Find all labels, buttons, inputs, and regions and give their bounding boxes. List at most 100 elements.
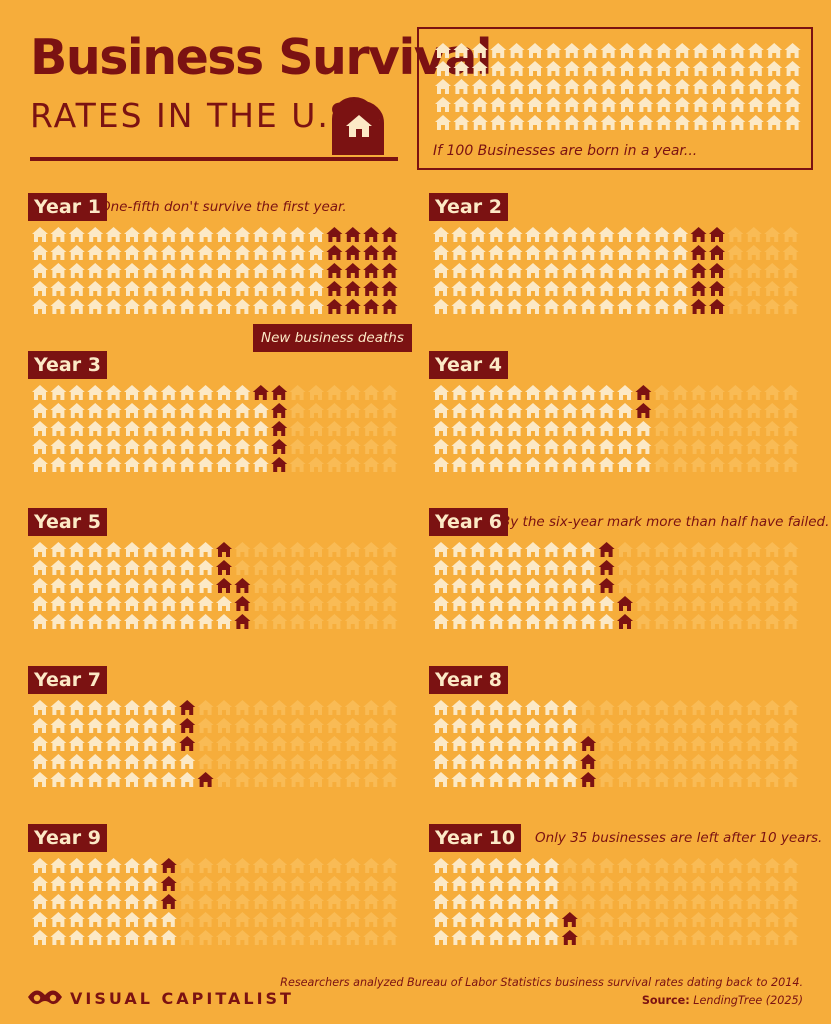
year-failed-house-icon (234, 930, 251, 945)
year-survivor-house-icon (50, 930, 67, 945)
year-failed-house-icon (308, 542, 324, 557)
year-new-death-house-icon (635, 403, 652, 418)
year-survivor-house-icon (87, 227, 104, 242)
year-survivor-house-icon (580, 263, 597, 278)
year-failed-house-icon (672, 772, 689, 787)
year-survivor-house-icon (32, 912, 48, 927)
year-survivor-house-icon (105, 457, 122, 472)
year-failed-house-icon (326, 596, 343, 611)
year-survivor-house-icon (580, 281, 597, 296)
year-survivor-house-icon (160, 403, 177, 418)
year-survivor-house-icon (543, 403, 560, 418)
year-new-death-house-icon (179, 736, 196, 751)
year-survivor-house-icon (525, 718, 541, 733)
year-failed-house-icon (252, 700, 269, 715)
year-failed-house-icon (234, 894, 251, 909)
year-failed-house-icon (709, 457, 725, 472)
year-failed-house-icon (308, 736, 324, 751)
intro-caption: If 100 Businesses are born in a year... (433, 143, 698, 159)
year-failed-house-icon (727, 736, 744, 751)
year-failed-house-icon (308, 718, 324, 733)
intro-survivor-house-icon (508, 43, 525, 58)
year-failed-house-icon (308, 700, 324, 715)
year-failed-house-icon (308, 421, 324, 436)
year-new-death-house-icon (216, 560, 232, 575)
year-failed-house-icon (234, 560, 251, 575)
year-survivor-house-icon (433, 578, 449, 593)
year-survivor-house-icon (488, 894, 505, 909)
year-failed-house-icon (326, 700, 343, 715)
year-survivor-house-icon (216, 227, 232, 242)
year-new-death-house-icon (363, 227, 380, 242)
year-survivor-house-icon (506, 227, 523, 242)
intro-survivor-house-icon (490, 61, 507, 76)
year-survivor-house-icon (32, 578, 48, 593)
year-survivor-house-icon (216, 614, 232, 629)
storefront-house-icon (332, 97, 384, 155)
year-survivor-house-icon (160, 263, 177, 278)
year-survivor-house-icon (598, 263, 615, 278)
year-failed-house-icon (672, 614, 689, 629)
year-failed-house-icon (326, 930, 343, 945)
year-failed-house-icon (745, 578, 762, 593)
year-survivor-house-icon (561, 560, 578, 575)
intro-survivor-house-icon (729, 97, 746, 112)
year-failed-house-icon (617, 754, 633, 769)
year-survivor-house-icon (50, 245, 67, 260)
year-survivor-house-icon (216, 457, 232, 472)
year-survivor-house-icon (105, 245, 122, 260)
year-failed-house-icon (381, 912, 398, 927)
year-survivor-house-icon (598, 457, 615, 472)
year-survivor-house-icon (598, 299, 615, 314)
year-survivor-house-icon (68, 245, 85, 260)
year-failed-house-icon (598, 894, 615, 909)
year-failed-house-icon (289, 912, 306, 927)
year-survivor-house-icon (197, 403, 214, 418)
year-failed-house-icon (617, 894, 633, 909)
year-survivor-house-icon (252, 299, 269, 314)
year-survivor-house-icon (580, 421, 597, 436)
year-failed-house-icon (690, 772, 707, 787)
year-failed-house-icon (690, 439, 707, 454)
year-failed-house-icon (363, 560, 380, 575)
year-failed-house-icon (635, 912, 652, 927)
year-failed-house-icon (580, 718, 597, 733)
year-failed-house-icon (289, 560, 306, 575)
year-survivor-house-icon (124, 614, 140, 629)
year-failed-house-icon (216, 912, 232, 927)
year-new-death-house-icon (216, 578, 232, 593)
year-survivor-house-icon (32, 245, 48, 260)
year-survivor-house-icon (433, 560, 449, 575)
year-survivor-house-icon (160, 700, 177, 715)
year-survivor-house-icon (561, 421, 578, 436)
year-label: Year 3 (28, 351, 107, 379)
year-survivor-house-icon (635, 281, 652, 296)
year-survivor-house-icon (179, 457, 196, 472)
year-survivor-house-icon (124, 930, 140, 945)
year-survivor-house-icon (142, 930, 159, 945)
year-survivor-house-icon (32, 894, 48, 909)
year-new-death-house-icon (381, 245, 398, 260)
year-survivor-house-icon (561, 754, 578, 769)
year-survivor-house-icon (525, 894, 541, 909)
year-failed-house-icon (709, 930, 725, 945)
year-failed-house-icon (271, 912, 288, 927)
intro-survivor-house-icon (453, 97, 470, 112)
year-failed-house-icon (745, 421, 762, 436)
year-survivor-house-icon (179, 614, 196, 629)
year-new-death-house-icon (363, 263, 380, 278)
intro-survivor-house-icon (563, 43, 580, 58)
year-survivor-house-icon (179, 578, 196, 593)
year-survivor-house-icon (433, 227, 449, 242)
year-failed-house-icon (727, 772, 744, 787)
year-survivor-house-icon (87, 263, 104, 278)
year-survivor-house-icon (87, 894, 104, 909)
year-failed-house-icon (709, 578, 725, 593)
year-failed-house-icon (635, 718, 652, 733)
intro-survivor-house-icon (527, 115, 543, 130)
year-failed-house-icon (782, 912, 799, 927)
year-failed-house-icon (635, 700, 652, 715)
year-failed-house-icon (727, 403, 744, 418)
year-survivor-house-icon (451, 894, 468, 909)
year-failed-house-icon (727, 912, 744, 927)
